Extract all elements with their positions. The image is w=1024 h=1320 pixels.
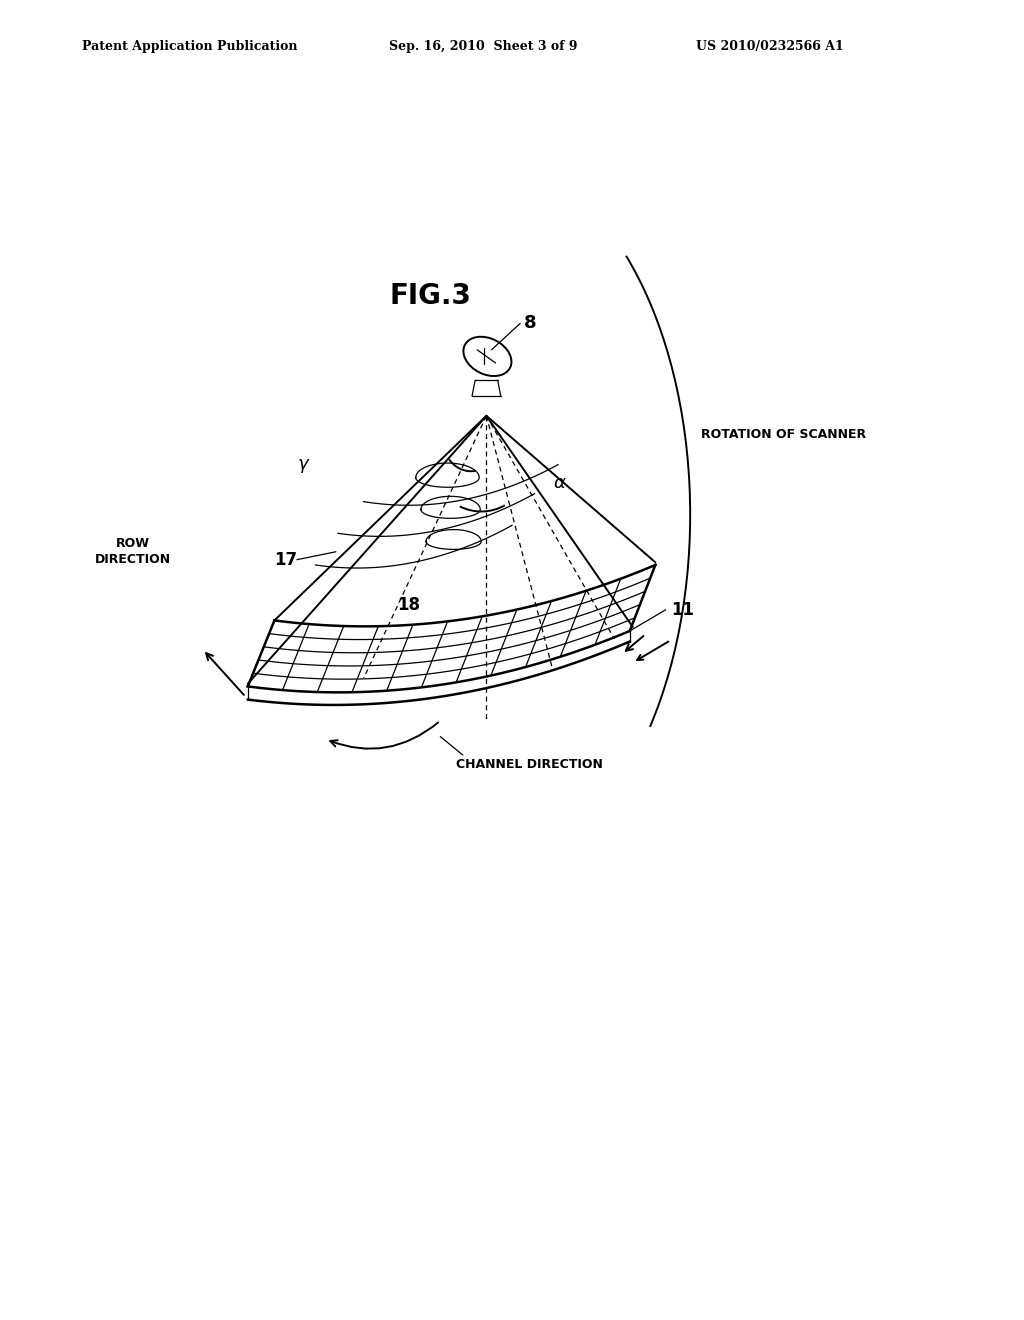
Text: $\gamma$: $\gamma$ bbox=[297, 457, 310, 475]
Text: FIG.3: FIG.3 bbox=[389, 281, 471, 310]
Text: $\alpha$: $\alpha$ bbox=[553, 474, 566, 492]
Text: US 2010/0232566 A1: US 2010/0232566 A1 bbox=[696, 40, 844, 53]
Text: Patent Application Publication: Patent Application Publication bbox=[82, 40, 297, 53]
Text: ROW
DIRECTION: ROW DIRECTION bbox=[95, 537, 171, 566]
Text: 11: 11 bbox=[671, 601, 693, 619]
Text: 18: 18 bbox=[397, 595, 420, 614]
Text: ROTATION OF SCANNER: ROTATION OF SCANNER bbox=[701, 428, 866, 441]
Text: CHANNEL DIRECTION: CHANNEL DIRECTION bbox=[456, 758, 602, 771]
Text: Sep. 16, 2010  Sheet 3 of 9: Sep. 16, 2010 Sheet 3 of 9 bbox=[389, 40, 578, 53]
Text: 8: 8 bbox=[524, 314, 537, 333]
Text: 17: 17 bbox=[274, 550, 298, 569]
